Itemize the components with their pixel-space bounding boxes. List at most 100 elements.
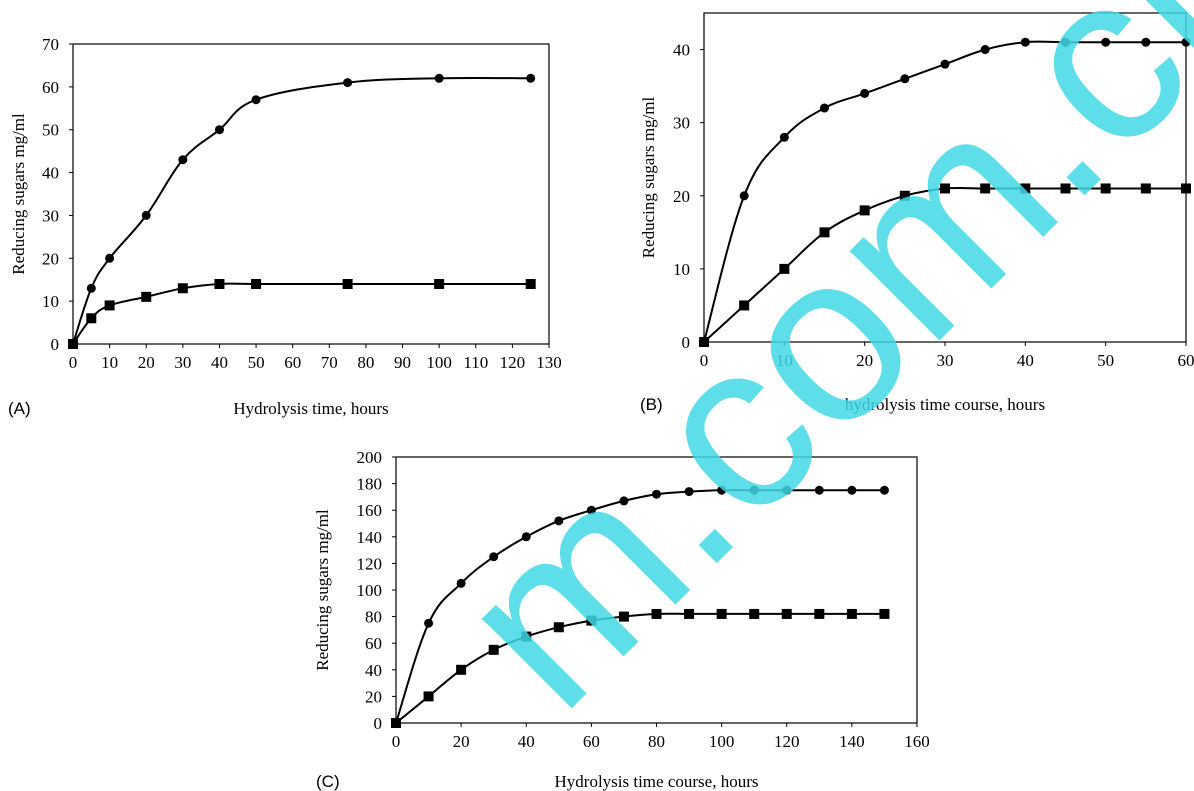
- data-point-square: [251, 279, 262, 289]
- data-point-square: [68, 339, 78, 349]
- data-point-circle: [900, 74, 910, 84]
- data-point-circle: [1101, 37, 1111, 47]
- x-tick-label: 40: [1017, 351, 1034, 370]
- data-point-square: [940, 183, 950, 194]
- y-tick-label: 0: [51, 335, 60, 354]
- y-tick-label: 60: [42, 78, 59, 97]
- x-tick-label: 90: [394, 353, 411, 372]
- data-point-square: [618, 611, 629, 622]
- data-point-circle: [214, 125, 224, 135]
- data-point-circle: [940, 59, 950, 69]
- data-point-circle: [489, 552, 499, 562]
- data-point-square: [141, 291, 152, 302]
- data-point-square: [1060, 183, 1071, 194]
- data-point-square: [899, 190, 910, 201]
- data-point-circle: [1061, 37, 1070, 47]
- x-tick-label: 70: [321, 353, 338, 372]
- x-axis-title: hydrolysis time course, hours: [845, 395, 1045, 414]
- y-tick-label: 30: [673, 114, 690, 133]
- x-tick-label: 60: [1178, 351, 1194, 370]
- data-point-circle: [141, 210, 151, 220]
- plot-frame: [72, 43, 550, 345]
- panel-label: (B): [640, 395, 663, 414]
- series-line-circle: [72, 76, 531, 345]
- x-tick-label: 10: [101, 353, 118, 372]
- charts-layer: 0 10 20 30 40 50 60 70 80 90 100 110 120 130010203040…: [8, 12, 1194, 791]
- y-tick-label: 10: [42, 292, 59, 311]
- series-line-square: [395, 612, 885, 724]
- data-point-square: [525, 279, 536, 289]
- data-point-circle: [717, 485, 727, 495]
- y-tick-label: 180: [357, 475, 383, 494]
- data-point-square: [456, 664, 467, 675]
- x-tick-label: 140: [839, 732, 865, 751]
- data-point-circle: [456, 578, 466, 588]
- data-point-circle: [814, 485, 824, 495]
- data-point-square: [684, 608, 695, 619]
- data-point-circle: [820, 103, 829, 113]
- y-axis-title: Reducing sugars mg/ml: [639, 96, 658, 258]
- y-tick-label: 50: [42, 121, 59, 140]
- x-tick-label: 100: [709, 732, 735, 751]
- data-point-circle: [1141, 37, 1151, 47]
- x-tick-label: 20: [453, 732, 470, 751]
- data-point-square: [739, 300, 750, 311]
- data-point-circle: [1020, 37, 1030, 47]
- data-point-square: [553, 622, 564, 633]
- x-tick-label: 50: [1097, 351, 1114, 370]
- data-point-circle: [526, 73, 536, 83]
- data-point-square: [699, 337, 709, 347]
- y-tick-label: 140: [357, 528, 383, 547]
- y-tick-label: 80: [365, 608, 382, 627]
- data-point-square: [177, 283, 188, 294]
- y-tick-label: 70: [42, 35, 59, 54]
- y-axis-title: Reducing sugars mg/ml: [313, 509, 332, 671]
- x-tick-label: 80: [648, 732, 665, 751]
- data-point-circle: [779, 132, 789, 142]
- x-tick-label: 100: [426, 353, 452, 372]
- data-point-square: [391, 718, 401, 728]
- data-point-circle: [782, 485, 792, 495]
- panel-label: (C): [316, 772, 340, 791]
- x-tick-label: 10: [776, 351, 793, 370]
- x-tick-label: 30: [937, 351, 954, 370]
- x-tick-label: 0: [69, 353, 78, 372]
- series-line-circle: [395, 489, 885, 724]
- data-point-circle: [684, 487, 694, 497]
- y-tick-label: 10: [673, 260, 690, 279]
- y-tick-label: 20: [673, 187, 690, 206]
- data-point-square: [859, 205, 870, 216]
- x-tick-label: 130: [536, 353, 562, 372]
- y-tick-label: 40: [42, 164, 59, 183]
- data-point-circle: [178, 155, 188, 165]
- y-tick-label: 120: [357, 554, 383, 573]
- data-point-circle: [105, 253, 115, 263]
- y-tick-label: 0: [682, 333, 691, 352]
- data-point-square: [1020, 183, 1031, 194]
- data-point-circle: [251, 95, 261, 105]
- data-point-square: [434, 279, 445, 289]
- x-tick-label: 0: [700, 351, 709, 370]
- x-tick-label: 60: [583, 732, 600, 751]
- data-point-circle: [739, 191, 749, 201]
- data-point-circle: [434, 73, 444, 83]
- data-point-circle: [860, 88, 870, 98]
- y-tick-label: 160: [357, 501, 383, 520]
- y-tick-label: 30: [42, 206, 59, 225]
- data-point-square: [1181, 183, 1191, 194]
- y-tick-label: 40: [673, 41, 690, 60]
- chart-panel-2: 0 20 40 60 80 100 120 140 160 0 20 40 60 80 100 120 140 1…: [313, 448, 930, 791]
- x-tick-label: 60: [284, 353, 301, 372]
- data-point-square: [781, 608, 792, 619]
- data-point-circle: [1181, 37, 1191, 47]
- data-point-square: [214, 279, 225, 289]
- x-tick-label: 0: [392, 732, 401, 751]
- data-point-square: [1100, 183, 1111, 194]
- data-point-square: [879, 608, 890, 619]
- data-point-circle: [586, 505, 596, 515]
- data-point-circle: [652, 489, 661, 499]
- data-point-square: [342, 279, 353, 289]
- x-tick-label: 20: [138, 353, 155, 372]
- data-point-square: [779, 263, 790, 274]
